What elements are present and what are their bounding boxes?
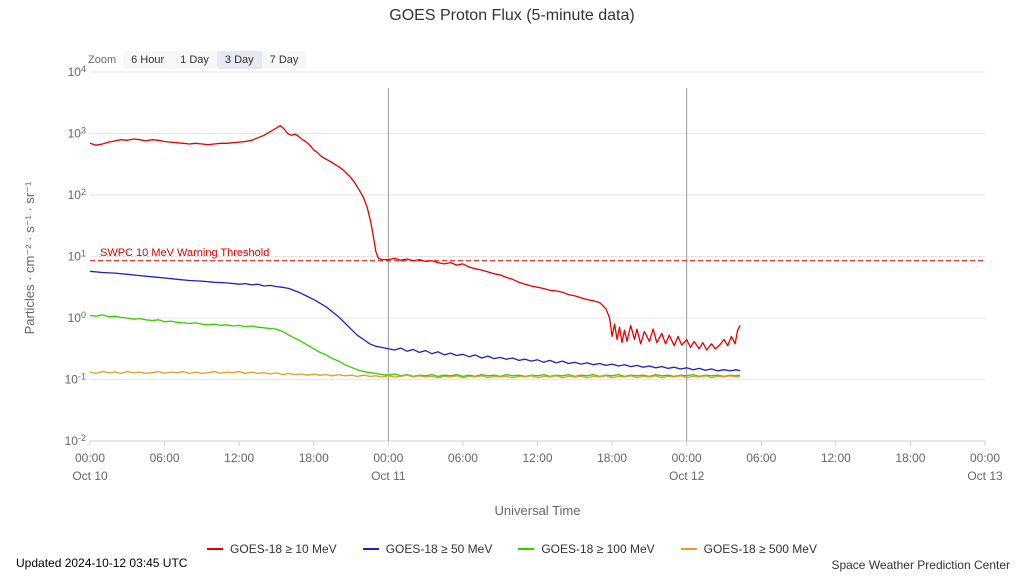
y-tick-label: 100	[68, 310, 86, 325]
x-tick-label: 00:00	[970, 451, 1000, 465]
zoom-button-3-day[interactable]: 3 Day	[216, 51, 262, 69]
legend-item[interactable]: GOES-18 ≥ 500 MeV	[680, 542, 817, 556]
legend-swatch	[518, 548, 535, 550]
x-tick-label: 00:00	[672, 451, 702, 465]
x-tick-label: 00:00	[373, 451, 403, 465]
series-line	[89, 370, 741, 379]
x-date-label: Oct 12	[669, 469, 705, 483]
x-tick-label: 06:00	[746, 451, 776, 465]
x-tick-label: 18:00	[895, 451, 925, 465]
y-tick-label: 10-1	[65, 372, 86, 387]
series-line	[89, 270, 741, 372]
legend-item[interactable]: GOES-18 ≥ 10 MeV	[207, 542, 337, 556]
x-date-label: Oct 13	[967, 469, 1003, 483]
legend-label: GOES-18 ≥ 500 MeV	[703, 542, 817, 556]
zoom-button-1-day[interactable]: 1 Day	[172, 51, 217, 69]
x-tick-label: 12:00	[224, 451, 254, 465]
y-tick-label: 102	[68, 187, 86, 202]
x-tick-label: 06:00	[448, 451, 478, 465]
y-tick-label: 101	[68, 249, 86, 264]
x-tick-label: 00:00	[75, 451, 105, 465]
zoom-button-7-day[interactable]: 7 Day	[261, 51, 307, 69]
zoom-button-group: 6 Hour 1 Day 3 Day 7 Day	[123, 50, 307, 69]
legend-swatch	[207, 548, 224, 550]
legend-swatch	[362, 548, 379, 550]
x-tick-label: 12:00	[821, 451, 851, 465]
zoom-label: Zoom	[88, 53, 117, 66]
x-tick-label: 12:00	[522, 451, 552, 465]
threshold-label: SWPC 10 MeV Warning Threshold	[100, 247, 269, 259]
x-tick-label: 06:00	[150, 451, 180, 465]
x-tick-label: 18:00	[299, 451, 329, 465]
y-tick-label: 104	[68, 64, 86, 79]
y-tick-label: 10-2	[65, 433, 86, 448]
legend-item[interactable]: GOES-18 ≥ 100 MeV	[518, 542, 655, 556]
legend-label: GOES-18 ≥ 100 MeV	[541, 542, 655, 556]
legend-swatch	[680, 548, 697, 550]
y-axis-title: Particles · cm⁻² · s⁻¹ · sr⁻¹	[22, 181, 37, 335]
chart-title: GOES Proton Flux (5-minute data)	[389, 7, 635, 24]
legend-label: GOES-18 ≥ 10 MeV	[230, 542, 337, 556]
x-axis-title: Universal Time	[494, 503, 581, 518]
zoom-controls: Zoom 6 Hour 1 Day 3 Day 7 Day	[88, 50, 307, 69]
zoom-button-6-hour[interactable]: 6 Hour	[123, 51, 173, 69]
legend-item[interactable]: GOES-18 ≥ 50 MeV	[362, 542, 493, 556]
y-tick-label: 103	[68, 126, 86, 141]
x-tick-label: 18:00	[597, 451, 627, 465]
legend: GOES-18 ≥ 10 MeV GOES-18 ≥ 50 MeV GOES-18 …	[0, 542, 1024, 556]
x-date-label: Oct 10	[72, 469, 108, 483]
x-date-label: Oct 11	[371, 469, 406, 483]
updated-timestamp: Updated 2024-10-12 03:45 UTC	[16, 556, 188, 570]
series-line	[89, 124, 741, 351]
credit-text: Space Weather Prediction Center	[831, 558, 1010, 572]
legend-label: GOES-18 ≥ 50 MeV	[385, 542, 493, 556]
